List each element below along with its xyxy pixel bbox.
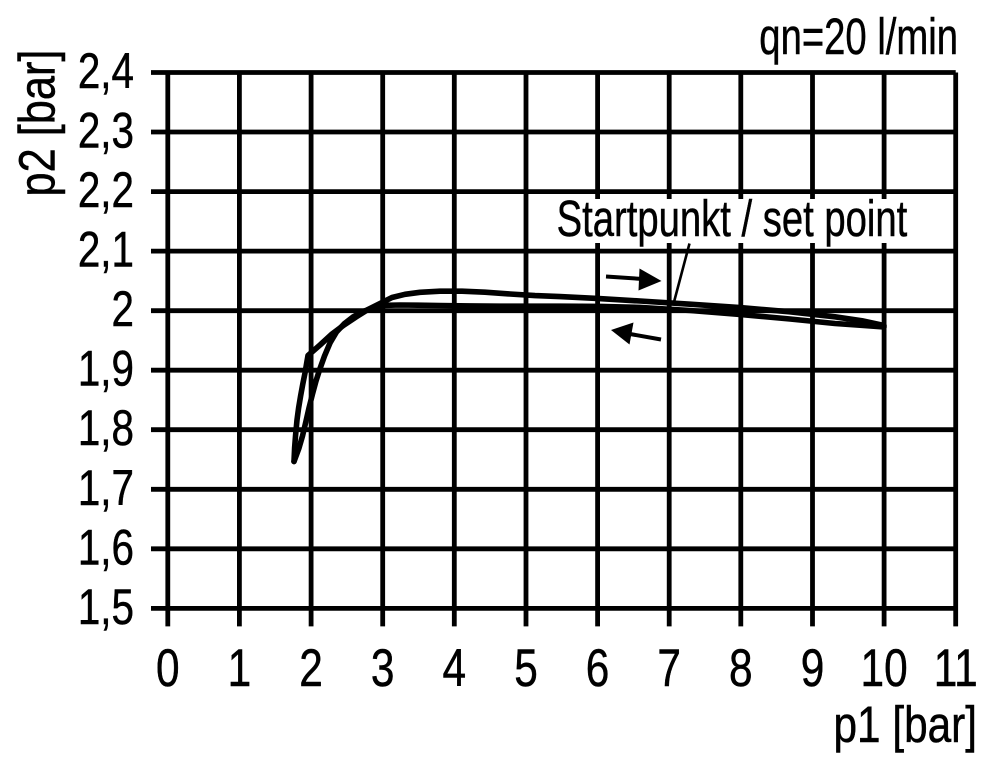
svg-text:2,4: 2,4: [78, 43, 134, 99]
svg-text:5: 5: [514, 640, 538, 699]
svg-text:7: 7: [657, 640, 681, 699]
svg-text:3: 3: [371, 640, 395, 699]
svg-text:10: 10: [861, 640, 908, 699]
svg-text:1,9: 1,9: [78, 340, 134, 396]
svg-text:0: 0: [156, 640, 180, 699]
svg-text:qn=20 l/min: qn=20 l/min: [759, 8, 958, 66]
svg-text:1,6: 1,6: [78, 519, 134, 575]
svg-text:6: 6: [586, 640, 610, 699]
svg-text:11: 11: [934, 640, 978, 699]
svg-text:2: 2: [112, 281, 134, 337]
svg-text:p2 [bar]: p2 [bar]: [9, 50, 66, 197]
svg-text:1,7: 1,7: [78, 460, 134, 516]
svg-text:4: 4: [443, 640, 467, 699]
svg-text:1,8: 1,8: [78, 400, 134, 456]
svg-text:2,2: 2,2: [78, 162, 134, 218]
svg-text:2: 2: [299, 640, 323, 699]
svg-text:p1 [bar]: p1 [bar]: [834, 696, 978, 753]
svg-text:Startpunkt / set point: Startpunkt / set point: [557, 189, 908, 247]
svg-text:2,3: 2,3: [78, 102, 134, 158]
svg-text:1: 1: [228, 640, 252, 699]
svg-text:8: 8: [729, 640, 753, 699]
svg-text:1,5: 1,5: [78, 579, 134, 635]
svg-text:2,1: 2,1: [78, 221, 134, 277]
svg-text:9: 9: [801, 640, 825, 699]
